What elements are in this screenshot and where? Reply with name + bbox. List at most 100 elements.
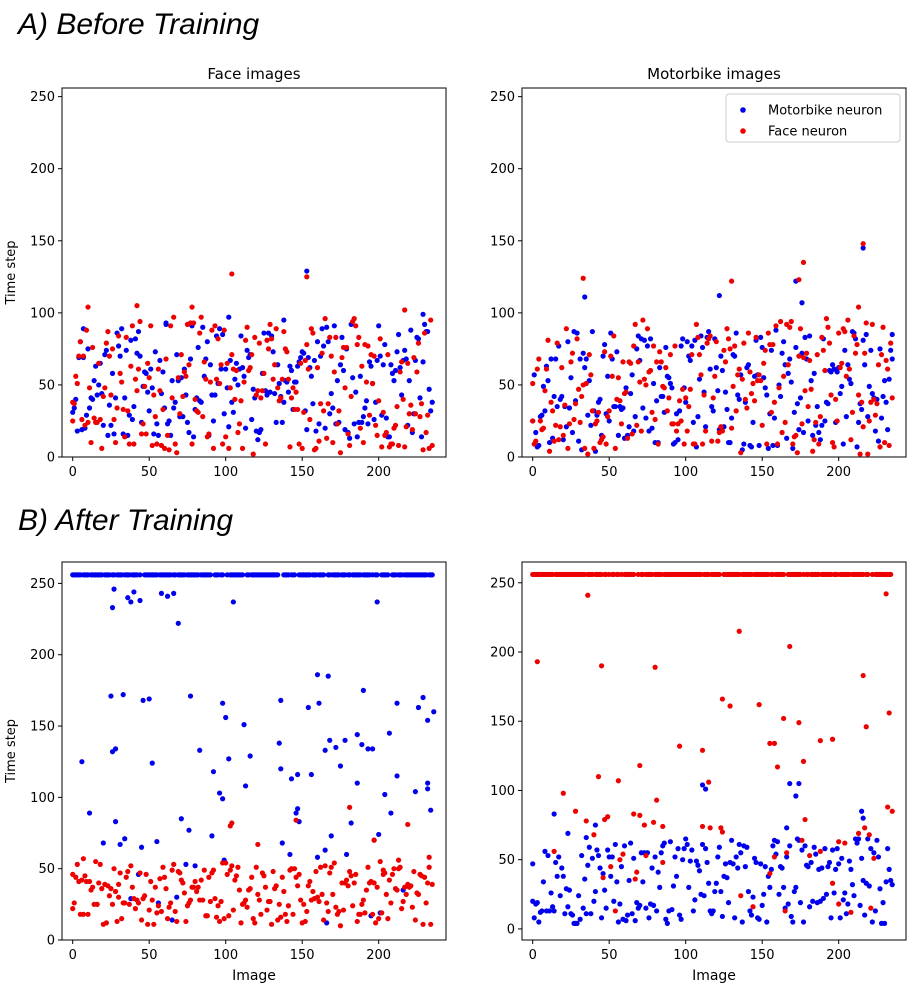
data-point bbox=[698, 372, 704, 378]
legend-marker bbox=[740, 107, 746, 113]
data-point bbox=[673, 428, 680, 434]
data-point bbox=[689, 847, 695, 853]
data-point bbox=[829, 736, 836, 742]
data-point bbox=[177, 411, 183, 417]
data-point bbox=[660, 823, 666, 830]
y-tick-label: 100 bbox=[30, 306, 55, 321]
data-point bbox=[822, 418, 828, 424]
data-point bbox=[615, 778, 621, 784]
data-point bbox=[229, 352, 235, 358]
data-point bbox=[330, 439, 336, 446]
data-point bbox=[373, 920, 379, 926]
data-point bbox=[848, 909, 854, 915]
data-point bbox=[774, 839, 781, 845]
data-point bbox=[322, 425, 328, 431]
data-point bbox=[632, 321, 638, 327]
data-point bbox=[180, 393, 186, 400]
data-point bbox=[800, 354, 807, 361]
data-point bbox=[304, 274, 310, 280]
data-point bbox=[281, 399, 287, 405]
data-point bbox=[148, 366, 154, 372]
data-point bbox=[883, 399, 889, 405]
data-point bbox=[71, 405, 77, 411]
data-point bbox=[295, 806, 301, 812]
data-point bbox=[122, 900, 128, 906]
data-point bbox=[379, 910, 385, 916]
data-point bbox=[560, 432, 566, 438]
data-point bbox=[799, 421, 805, 427]
data-point bbox=[643, 382, 649, 388]
data-point bbox=[781, 715, 787, 722]
data-point bbox=[770, 341, 776, 348]
data-point bbox=[663, 916, 669, 922]
data-point bbox=[658, 850, 664, 856]
data-point bbox=[314, 365, 321, 371]
data-point bbox=[693, 321, 700, 327]
data-point bbox=[184, 419, 191, 426]
data-point bbox=[569, 912, 576, 918]
data-point bbox=[764, 919, 770, 925]
data-point bbox=[420, 311, 426, 317]
data-point bbox=[546, 448, 553, 454]
data-point bbox=[195, 409, 201, 415]
data-point bbox=[829, 362, 836, 368]
data-point bbox=[796, 277, 802, 283]
data-point bbox=[652, 854, 658, 860]
data-point bbox=[186, 827, 192, 833]
data-point bbox=[418, 401, 425, 407]
data-point bbox=[108, 886, 114, 892]
data-point bbox=[374, 884, 380, 890]
data-point bbox=[842, 347, 848, 353]
data-point bbox=[149, 760, 155, 766]
data-point bbox=[204, 339, 210, 345]
data-point bbox=[278, 914, 284, 920]
data-point bbox=[331, 860, 337, 866]
data-point bbox=[146, 408, 152, 414]
data-point bbox=[862, 912, 868, 918]
y-tick-label: 100 bbox=[30, 791, 55, 806]
y-axis-label: Time step bbox=[4, 719, 19, 784]
series-face-neuron bbox=[530, 571, 895, 915]
data-point bbox=[70, 399, 76, 405]
data-point bbox=[533, 429, 539, 436]
data-point bbox=[267, 898, 273, 905]
data-point bbox=[878, 415, 885, 421]
data-point bbox=[89, 396, 96, 402]
data-point bbox=[600, 434, 606, 440]
data-point bbox=[848, 437, 854, 443]
data-point bbox=[168, 900, 174, 906]
data-point bbox=[788, 318, 794, 325]
data-point bbox=[333, 744, 339, 751]
data-point bbox=[143, 431, 149, 437]
data-point bbox=[807, 333, 813, 339]
data-point bbox=[797, 326, 804, 332]
data-point bbox=[852, 350, 859, 356]
data-point bbox=[807, 852, 813, 859]
data-point bbox=[319, 350, 325, 356]
data-point bbox=[181, 890, 187, 896]
data-point bbox=[796, 780, 802, 787]
data-point bbox=[99, 445, 105, 451]
data-point bbox=[640, 879, 646, 885]
data-point bbox=[881, 439, 888, 446]
data-point bbox=[348, 873, 354, 879]
data-point bbox=[132, 906, 139, 912]
data-point bbox=[122, 836, 128, 842]
data-point bbox=[389, 441, 396, 447]
data-point bbox=[86, 405, 93, 411]
data-point bbox=[817, 437, 823, 443]
data-point bbox=[395, 442, 402, 449]
data-point bbox=[736, 396, 742, 402]
data-point bbox=[268, 921, 275, 927]
data-point bbox=[863, 320, 869, 326]
data-point bbox=[793, 432, 799, 438]
series-motorbike-neuron bbox=[530, 245, 895, 454]
data-point bbox=[702, 424, 709, 430]
data-point bbox=[253, 392, 259, 398]
data-point bbox=[249, 416, 255, 423]
data-point bbox=[149, 442, 155, 449]
data-point bbox=[724, 875, 730, 881]
data-point bbox=[421, 874, 428, 880]
data-point bbox=[420, 694, 426, 701]
data-point bbox=[799, 837, 805, 843]
